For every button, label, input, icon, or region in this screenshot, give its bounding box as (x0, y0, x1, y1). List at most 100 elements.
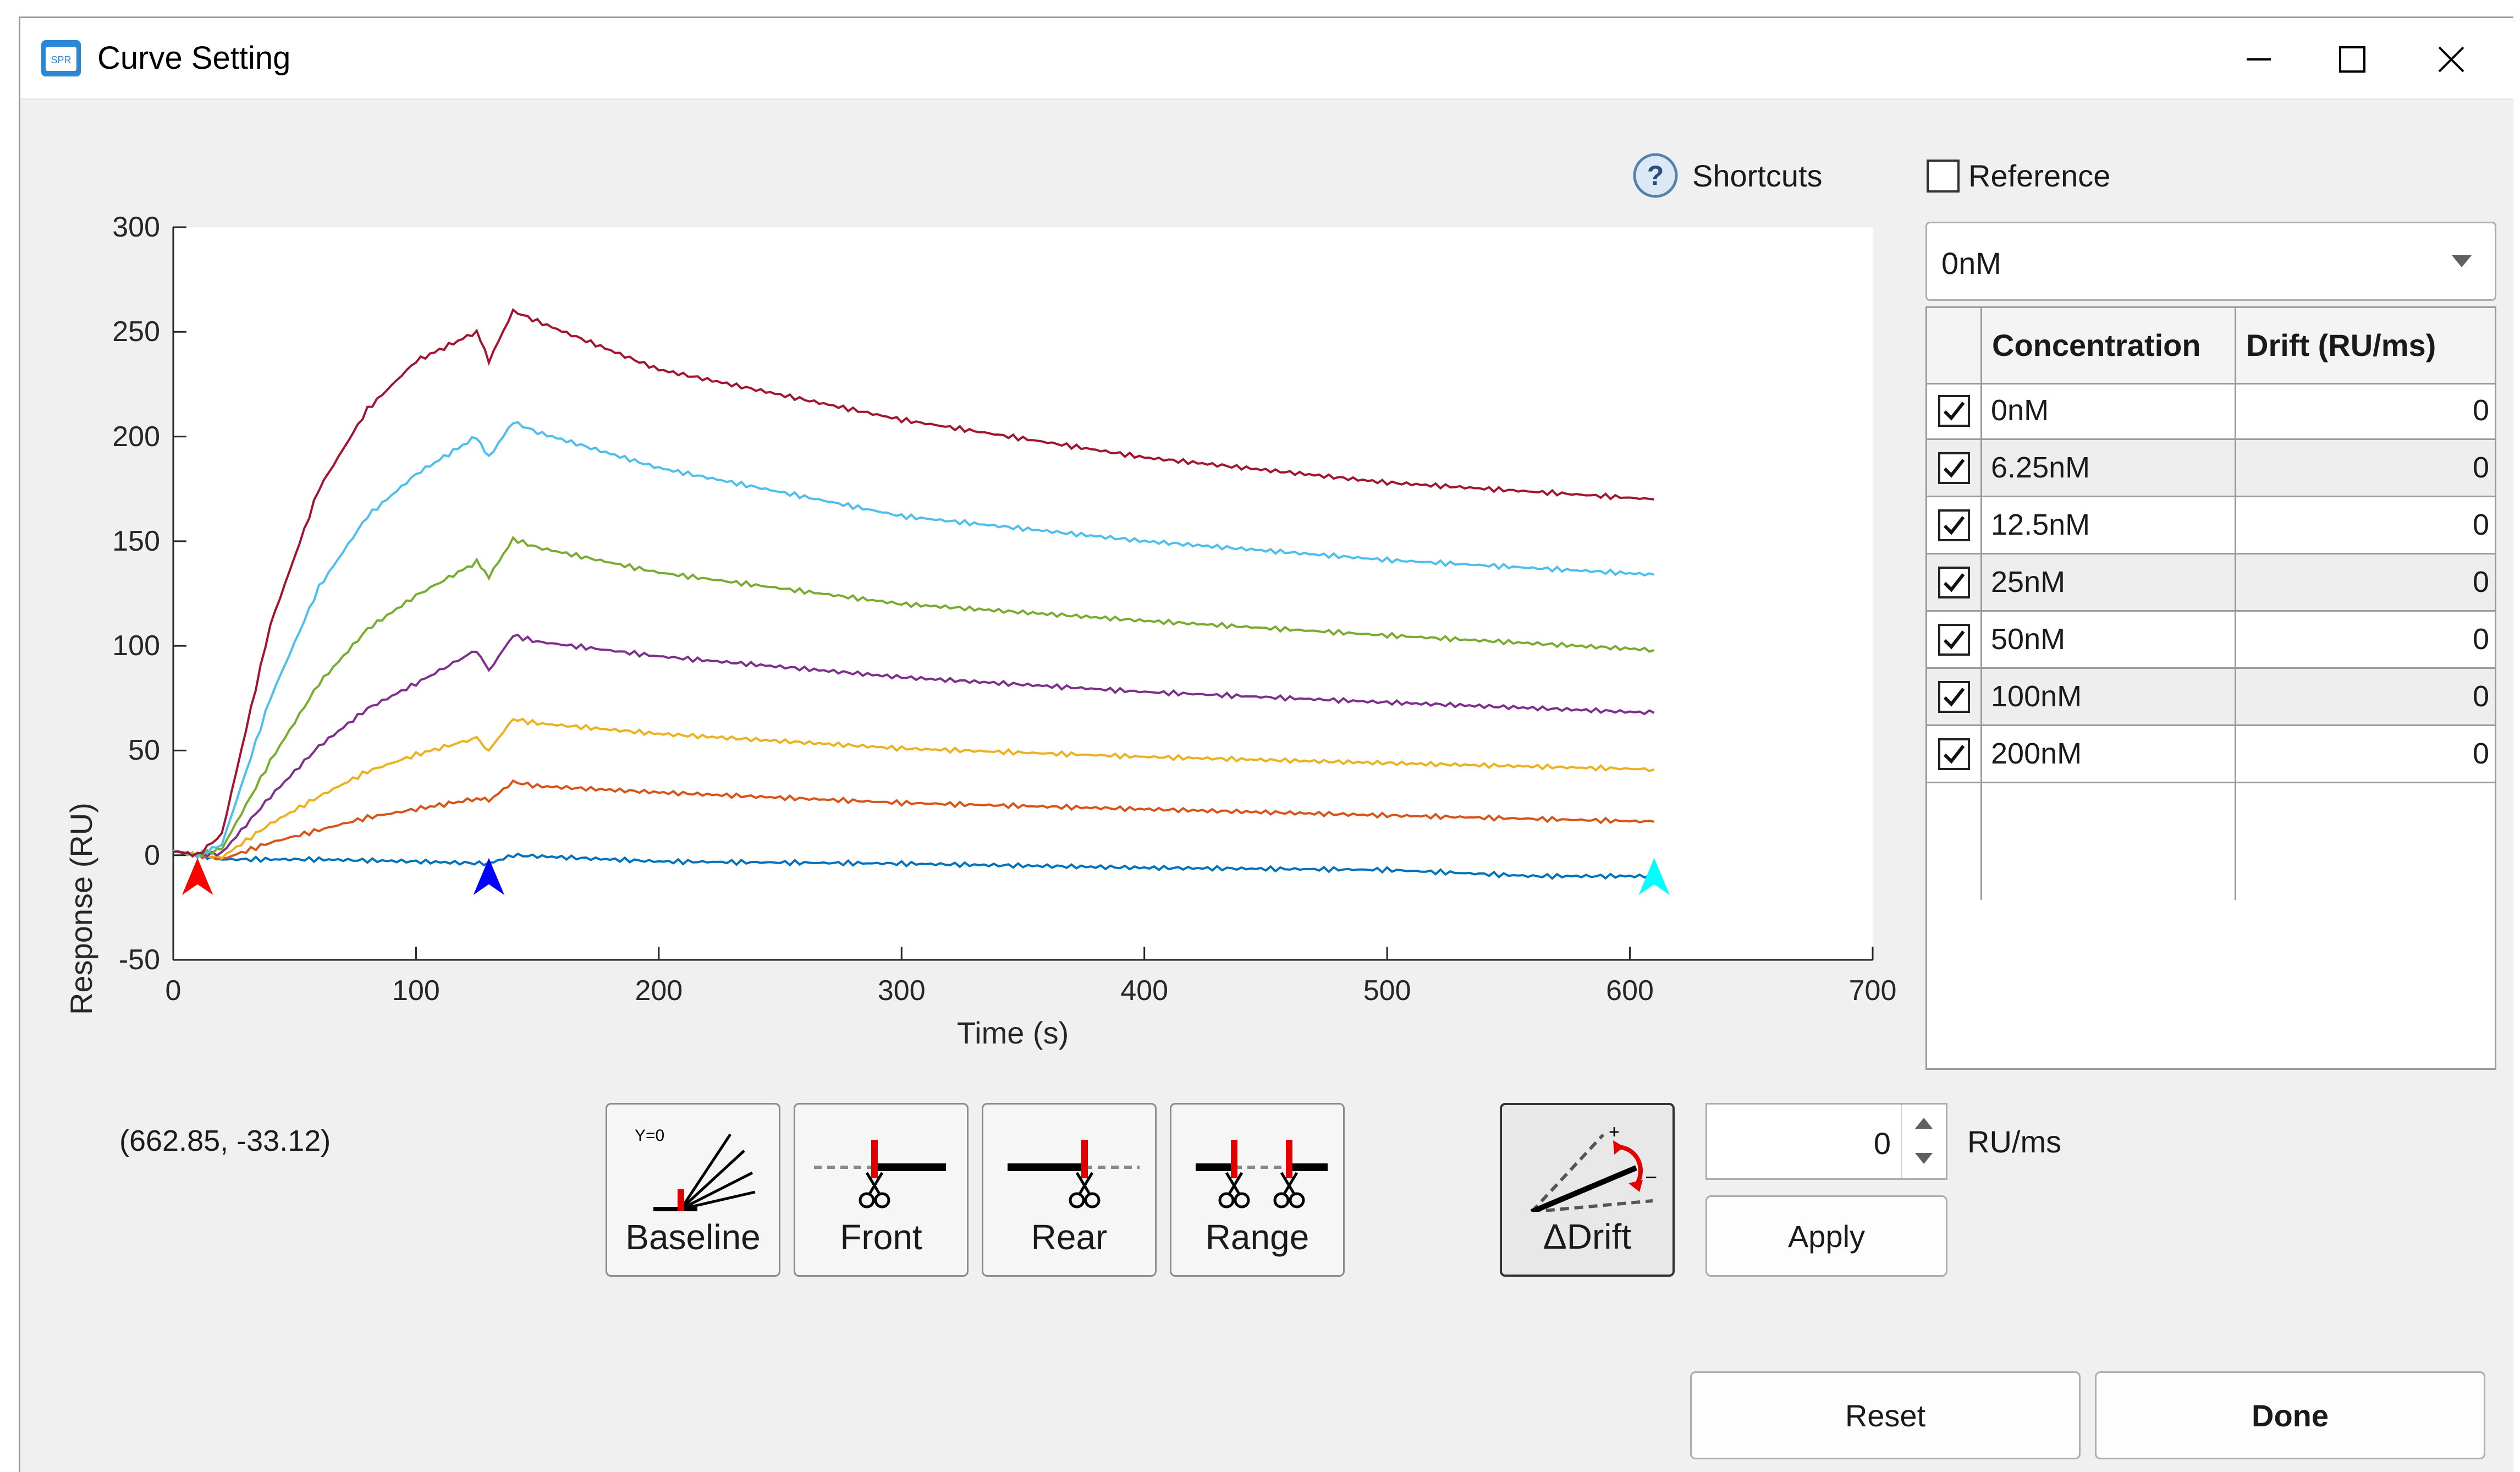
y-axis-label: Response (RU) (64, 802, 98, 1015)
apply-button[interactable]: Apply (1705, 1195, 1947, 1277)
checkmark-icon (1943, 516, 1965, 535)
maximize-button[interactable] (2303, 29, 2402, 90)
drift-input-value: 0 (1873, 1126, 1891, 1161)
svg-text:SPR: SPR (51, 54, 71, 65)
series-line-1 (173, 779, 1655, 861)
chevron-down-icon (2452, 255, 2472, 267)
row-concentration: 6.25nM (1991, 451, 2090, 484)
table-row: 12.5nM 0 (1927, 497, 2495, 554)
reset-button[interactable]: Reset (1690, 1371, 2081, 1459)
delta-drift-button[interactable]: + − ΔDrift (1500, 1103, 1675, 1277)
window-title: Curve Setting (97, 40, 291, 76)
help-circle-icon: ? (1633, 153, 1678, 198)
reference-label: Reference (1968, 158, 2111, 193)
x-tick-label: 700 (1848, 975, 1897, 1007)
close-button[interactable] (2402, 29, 2501, 90)
checkmark-icon (1943, 573, 1965, 592)
y-tick-label: 150 (112, 525, 160, 557)
drift-spinner-input[interactable]: 0 (1705, 1103, 1947, 1180)
x-tick-label: 200 (635, 975, 683, 1007)
series-line-4 (173, 535, 1655, 857)
row-checkbox[interactable] (1938, 509, 1970, 541)
row-drift[interactable]: 0 (2472, 451, 2489, 484)
x-tick-label: 500 (1363, 975, 1411, 1007)
spinner (1901, 1105, 1946, 1178)
y-tick-label: 50 (128, 734, 160, 767)
row-concentration: 100nM (1991, 680, 2082, 713)
row-concentration: 50nM (1991, 623, 2066, 656)
baseline-button[interactable]: Y=0 Baseline (606, 1103, 780, 1277)
svg-text:−: − (1645, 1166, 1657, 1189)
x-axis-label: Time (s) (957, 1015, 1069, 1050)
x-tick-label: 600 (1606, 975, 1654, 1007)
spr-app-icon: SPR (41, 40, 81, 76)
done-button[interactable]: Done (2095, 1371, 2485, 1459)
table-header: Concentration Drift (RU/ms) (1927, 308, 2495, 385)
reference-select[interactable]: 0nM (1925, 222, 2496, 301)
shortcuts-label: Shortcuts (1692, 158, 1823, 193)
row-checkbox[interactable] (1938, 738, 1970, 770)
response-plot[interactable] (20, 18, 1912, 1096)
header-drift: Drift (RU/ms) (2246, 328, 2436, 362)
rear-label: Rear (1031, 1217, 1108, 1257)
y-tick-label: 300 (112, 211, 160, 243)
row-drift[interactable]: 0 (2472, 394, 2489, 427)
row-checkbox[interactable] (1938, 624, 1970, 656)
row-concentration: 25nM (1991, 565, 2066, 598)
range-cut-button[interactable]: Range (1170, 1103, 1345, 1277)
row-drift[interactable]: 0 (2472, 508, 2489, 541)
x-tick-label: 100 (392, 975, 440, 1007)
minimize-button[interactable] (2209, 29, 2308, 90)
reference-checkbox[interactable]: Reference (1927, 158, 2110, 194)
minimize-icon (2247, 58, 2271, 61)
row-concentration: 0nM (1991, 394, 2049, 427)
close-icon (2438, 46, 2464, 73)
checkmark-icon (1943, 745, 1965, 764)
row-concentration: 12.5nM (1991, 508, 2090, 541)
curve-setting-window: SPR Curve Setting 0 100 200 300 400 500 600 700… (19, 17, 2513, 1472)
checkmark-icon (1943, 630, 1965, 650)
row-drift[interactable]: 0 (2472, 737, 2489, 770)
reference-checkbox-box[interactable] (1927, 159, 1960, 193)
region-marker-2[interactable] (1638, 858, 1670, 896)
header-concentration: Concentration (1992, 328, 2201, 362)
row-concentration: 200nM (1991, 737, 2082, 770)
rear-cut-button[interactable]: Rear (982, 1103, 1157, 1277)
spinner-up-icon[interactable] (1902, 1105, 1946, 1141)
row-checkbox[interactable] (1938, 452, 1970, 484)
front-cut-button[interactable]: Front (794, 1103, 969, 1277)
table-divider (2235, 308, 2236, 900)
series-line-5 (173, 421, 1655, 859)
table-divider (1980, 308, 1982, 900)
delta-drift-label: ΔDrift (1543, 1217, 1632, 1256)
plot-area[interactable] (173, 227, 1873, 960)
series-line-6 (173, 307, 1654, 858)
table-row: 0nM 0 (1927, 383, 2495, 440)
series-line-2 (173, 717, 1655, 860)
row-checkbox[interactable] (1938, 395, 1970, 427)
region-marker-0[interactable] (181, 858, 213, 896)
x-tick-label: 0 (165, 975, 181, 1007)
series-line-3 (173, 633, 1655, 858)
spinner-down-icon[interactable] (1902, 1142, 1946, 1178)
table-row: 25nM 0 (1927, 554, 2495, 612)
y-tick-label: 0 (144, 839, 160, 871)
row-drift[interactable]: 0 (2472, 565, 2489, 598)
delta-drift-icon: + − (1530, 1122, 1657, 1212)
table-row: 50nM 0 (1927, 612, 2495, 669)
checkmark-icon (1943, 688, 1965, 707)
range-label: Range (1205, 1217, 1309, 1257)
row-drift[interactable]: 0 (2472, 623, 2489, 656)
region-marker-1[interactable] (473, 858, 505, 896)
maximize-icon (2339, 46, 2365, 73)
y-tick-label: 200 (112, 420, 160, 453)
x-tick-label: 400 (1120, 975, 1169, 1007)
row-checkbox[interactable] (1938, 567, 1970, 598)
y-tick-label: -50 (118, 944, 160, 976)
drift-unit-label: RU/ms (1967, 1124, 2062, 1159)
row-checkbox[interactable] (1938, 681, 1970, 713)
baseline-label: Baseline (625, 1217, 761, 1257)
cursor-coordinates: (662.85, -33.12) (119, 1124, 331, 1157)
row-drift[interactable]: 0 (2472, 680, 2489, 713)
shortcuts-link[interactable]: ? Shortcuts (1632, 149, 1823, 202)
